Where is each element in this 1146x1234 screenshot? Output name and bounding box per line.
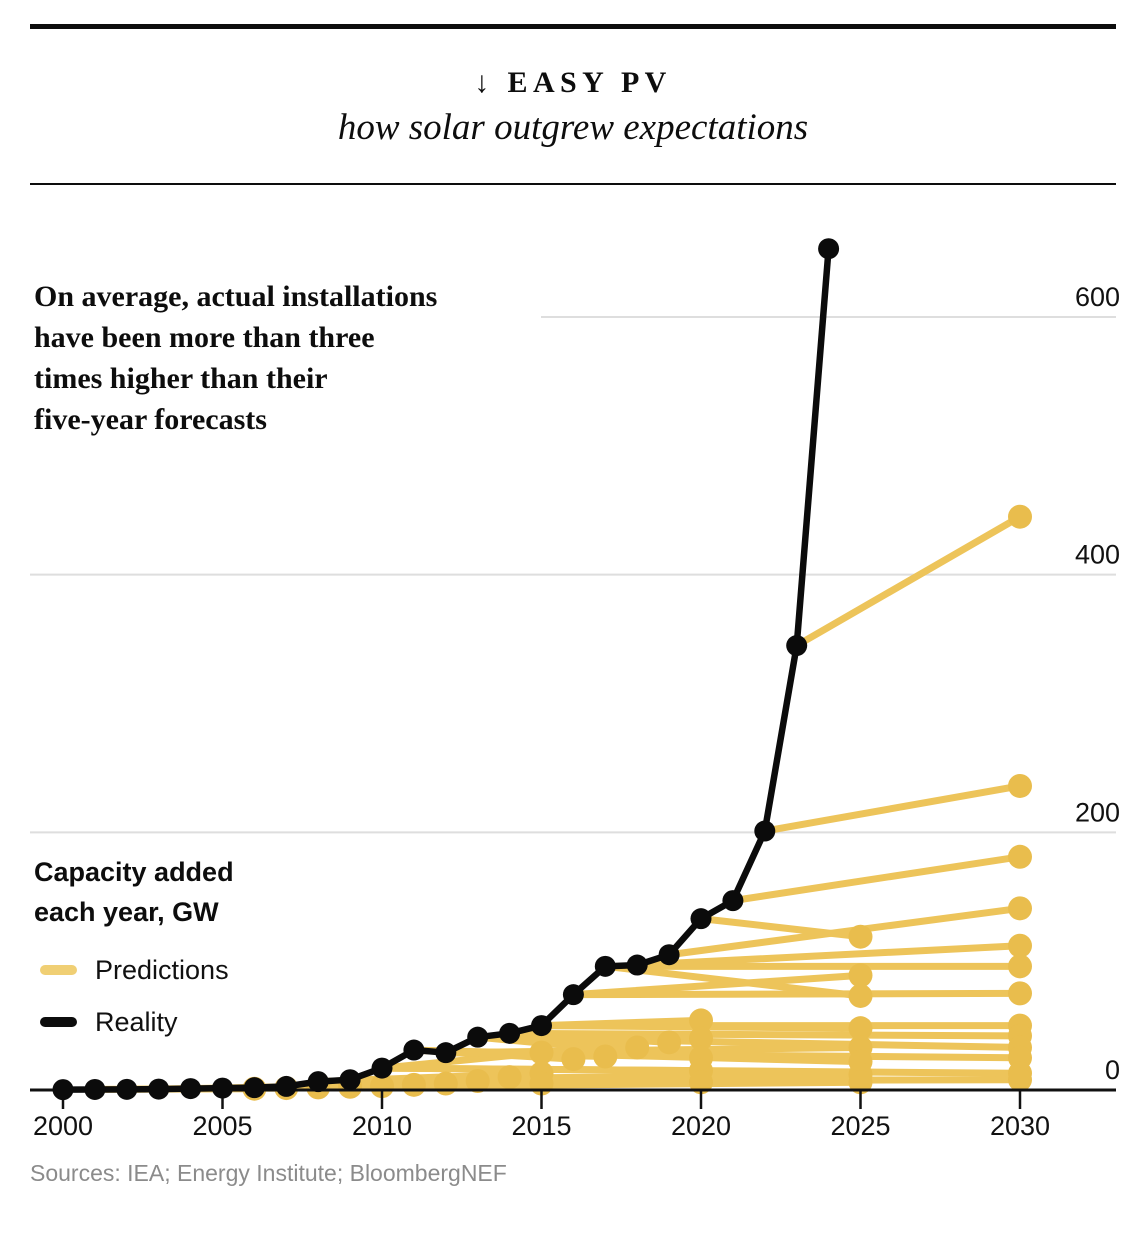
prediction-endpoint-dot	[1008, 981, 1032, 1006]
sources-note: Sources: IEA; Energy Institute; Bloomber…	[30, 1160, 507, 1186]
prediction-line	[569, 989, 1024, 999]
reality-dot	[435, 1042, 457, 1064]
legend-title-line: Capacity added	[34, 857, 234, 887]
reality-dot	[212, 1077, 233, 1099]
reality-dot	[339, 1069, 361, 1091]
y-tick-label: 600	[1075, 282, 1120, 312]
prediction-endpoint-dot	[497, 1065, 522, 1090]
prediction-endpoint-dot	[1008, 896, 1032, 921]
x-tick-label: 2015	[511, 1111, 571, 1141]
reality-dot	[84, 1078, 106, 1100]
y-tick-label: 0	[1105, 1055, 1120, 1085]
prediction-endpoint-dot	[1008, 954, 1032, 979]
legend-title: Capacity added each year, GW	[34, 852, 234, 932]
reality-dot	[148, 1078, 170, 1100]
prediction-endpoint-dot	[848, 1070, 873, 1095]
prediction-endpoint-dot	[1008, 1067, 1032, 1092]
prediction-endpoint-dot	[657, 1030, 682, 1055]
legend-title-line: each year, GW	[34, 897, 219, 927]
header-divider	[30, 183, 1116, 185]
reality-dot	[243, 1077, 265, 1099]
reality-dot	[594, 955, 616, 977]
prediction-endpoint-dot	[848, 963, 873, 988]
annotation-line: have been more than three	[34, 321, 375, 354]
prediction-endpoint-dot	[433, 1071, 458, 1096]
reality-dot	[562, 984, 584, 1006]
annotation-line: times higher than their	[34, 362, 328, 395]
legend-label: Predictions	[95, 954, 229, 985]
prediction-endpoint-dot	[848, 1016, 873, 1041]
prediction-endpoint-dot	[689, 1026, 713, 1051]
reality-dot	[116, 1078, 138, 1100]
reality-dot	[754, 820, 776, 842]
reality-dot	[467, 1026, 489, 1048]
reality-swatch-icon	[40, 1017, 77, 1027]
prediction-endpoint-dot	[689, 1008, 713, 1033]
prediction-endpoint-dot	[529, 1040, 554, 1065]
prediction-endpoint-dot	[1008, 844, 1032, 869]
y-tick-label: 400	[1075, 540, 1120, 570]
y-tick-label: 200	[1075, 797, 1120, 827]
x-tick-label: 2030	[990, 1111, 1050, 1141]
x-tick-label: 2025	[830, 1111, 890, 1141]
reality-dot	[371, 1057, 393, 1079]
legend-item-predictions: Predictions	[40, 955, 229, 985]
annotation-line: five-year forecasts	[34, 403, 267, 436]
top-rule	[30, 24, 1116, 29]
prediction-endpoint-dot	[1008, 933, 1032, 958]
prediction-endpoint-dot	[1008, 504, 1032, 529]
x-tick-label: 2005	[192, 1111, 252, 1141]
reality-dot	[499, 1022, 521, 1044]
predictions-swatch-icon	[40, 965, 77, 975]
prediction-endpoint-dot	[561, 1047, 586, 1072]
reality-dot	[658, 944, 680, 966]
annotation-line: On average, actual installations	[34, 280, 438, 313]
prediction-endpoint-dot	[1008, 773, 1032, 798]
x-tick-label: 2020	[671, 1111, 731, 1141]
reality-dot	[690, 908, 712, 930]
chart-annotation: On average, actual installations have be…	[34, 276, 534, 440]
x-tick-label: 2000	[33, 1111, 93, 1141]
reality-dot	[307, 1071, 329, 1093]
prediction-line	[729, 853, 1024, 905]
prediction-endpoint-dot	[370, 1074, 394, 1099]
prediction-endpoint-dot	[848, 924, 873, 949]
prediction-endpoint-dot	[593, 1044, 618, 1069]
prediction-endpoint-dot	[625, 1035, 650, 1060]
prediction-line	[506, 1029, 1024, 1040]
prediction-line	[665, 904, 1024, 959]
prediction-line	[761, 782, 1024, 835]
prediction-endpoint-dot	[848, 983, 873, 1008]
reality-dot	[531, 1015, 552, 1037]
prediction-line	[793, 513, 1024, 650]
reality-dot	[275, 1075, 297, 1097]
chart-kicker: ↓ EASY PV	[474, 66, 672, 99]
reality-dot	[180, 1078, 202, 1100]
chart-subtitle: how solar outgrew expectations	[337, 107, 809, 148]
x-tick-label: 2010	[352, 1111, 412, 1141]
prediction-line	[633, 942, 1024, 969]
reality-dot	[52, 1079, 74, 1101]
legend-label: Reality	[95, 1006, 178, 1037]
legend-item-reality: Reality	[40, 1007, 178, 1037]
reality-dot	[818, 238, 840, 260]
reality-dot	[722, 890, 744, 912]
prediction-endpoint-dot	[465, 1068, 490, 1093]
reality-dot	[626, 954, 648, 976]
reality-dot	[786, 635, 808, 657]
prediction-endpoint-dot	[689, 1070, 713, 1095]
prediction-line	[474, 1033, 1024, 1051]
reality-dot	[403, 1039, 425, 1061]
prediction-endpoint-dot	[401, 1072, 426, 1097]
